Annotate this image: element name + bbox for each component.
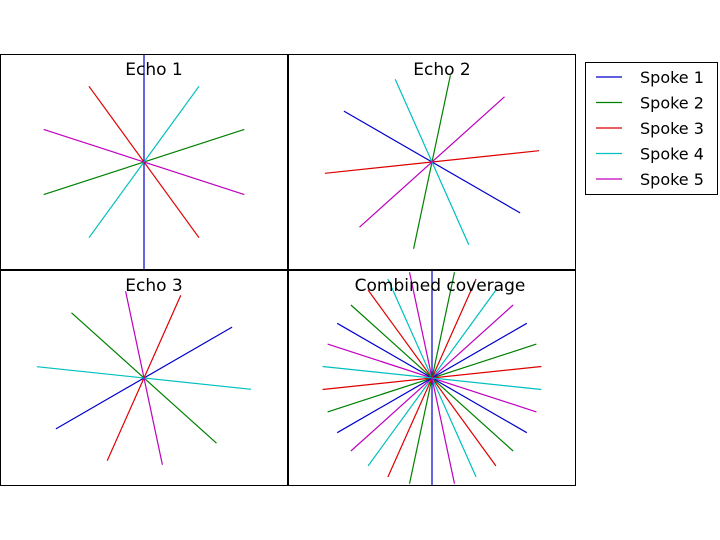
panel-title: Echo 3	[125, 276, 182, 296]
legend-label: Spoke 5	[640, 170, 704, 189]
panel-frame	[0, 54, 288, 270]
panels: Echo 1 Echo 2 Echo 3 Combined coverage	[0, 54, 576, 486]
spoke-line-spoke-5-14	[408, 272, 456, 484]
spoke-line-spoke-5-4	[359, 96, 505, 228]
legend-label: Spoke 1	[640, 68, 704, 87]
spoke-lines	[36, 291, 252, 465]
panel-frame	[288, 54, 576, 270]
legend-label: Spoke 4	[640, 145, 704, 164]
legend-label: Spoke 2	[640, 94, 704, 113]
spoke-lines	[43, 54, 245, 270]
panel-frame	[0, 270, 288, 486]
legend-label: Spoke 3	[640, 119, 704, 138]
legend-entry-spoke-1: Spoke 1	[596, 68, 704, 87]
spoke-lines	[322, 270, 542, 486]
legend-entry-spoke-3: Spoke 3	[596, 119, 704, 138]
panel-echo-1: Echo 1	[0, 54, 288, 270]
panel-combined-coverage: Combined coverage	[288, 270, 576, 486]
spoke-line-spoke-5-4	[43, 128, 245, 196]
panel-title: Echo 2	[413, 60, 470, 80]
spoke-line-spoke-5-4	[125, 291, 163, 465]
legend-entry-spoke-4: Spoke 4	[596, 145, 704, 164]
legend: Spoke 1 Spoke 2 Spoke 3 Spoke 4 Spoke 5	[585, 62, 718, 195]
panel-title: Echo 1	[125, 60, 182, 80]
panel-frame	[288, 270, 576, 486]
panel-echo-2: Echo 2	[288, 54, 576, 270]
panel-echo-3: Echo 3	[0, 270, 288, 486]
legend-entry-spoke-5: Spoke 5	[596, 170, 704, 189]
panel-title: Combined coverage	[355, 276, 526, 296]
spoke-lines	[324, 75, 540, 249]
legend-entry-spoke-2: Spoke 2	[596, 94, 704, 113]
